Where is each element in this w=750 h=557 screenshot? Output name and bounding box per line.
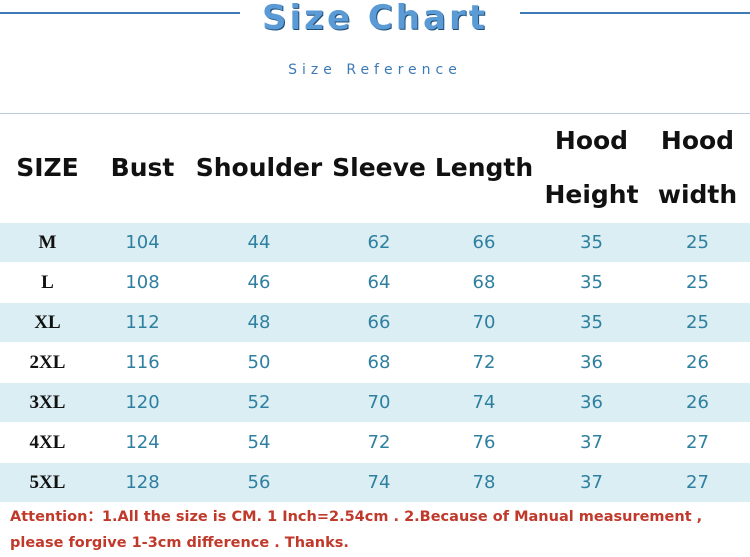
table-row: L 108 46 64 68 35 25: [0, 262, 750, 303]
table-row: XL 112 48 66 70 35 25: [0, 302, 750, 343]
value-cell: 54: [190, 422, 328, 463]
column-header: Length: [430, 113, 538, 223]
note: Attention：1.All the size is CM. 1 Inch=2…: [10, 509, 703, 551]
column-header: Bust: [95, 113, 190, 223]
table-row: 4XL 124 54 72 76 37 27: [0, 422, 750, 463]
value-cell: 116: [95, 342, 190, 383]
value-cell: 66: [430, 222, 538, 263]
value-cell: 44: [190, 222, 328, 263]
value-cell: 56: [190, 462, 328, 502]
size-cell: 5XL: [0, 462, 95, 502]
value-cell: 70: [430, 302, 538, 343]
value-cell: 124: [95, 422, 190, 463]
table-row: M 104 44 62 66 35 25: [0, 222, 750, 263]
value-cell: 25: [645, 222, 750, 263]
value-cell: 37: [538, 422, 645, 463]
value-cell: 76: [430, 422, 538, 463]
value-cell: 26: [645, 342, 750, 383]
column-header: SIZE: [0, 113, 95, 223]
size-cell: L: [0, 262, 95, 303]
value-cell: 35: [538, 222, 645, 263]
value-cell: 25: [645, 262, 750, 303]
column-header: Hood Height: [538, 113, 645, 223]
subtitle: Size Reference: [288, 62, 462, 78]
table-row: 5XL 128 56 74 78 37 27: [0, 462, 750, 502]
value-cell: 37: [538, 462, 645, 502]
value-cell: 48: [190, 302, 328, 343]
column-header: Hood width: [645, 113, 750, 223]
value-cell: 68: [328, 342, 430, 383]
value-cell: 70: [328, 382, 430, 423]
value-cell: 50: [190, 342, 328, 383]
size-cell: 3XL: [0, 382, 95, 423]
value-cell: 104: [95, 222, 190, 263]
value-cell: 46: [190, 262, 328, 303]
value-cell: 66: [328, 302, 430, 343]
header-row: SIZE Bust Shoulder Sleeve Length Hood Height H…: [0, 113, 750, 223]
size-cell: 2XL: [0, 342, 95, 383]
value-cell: 52: [190, 382, 328, 423]
value-cell: 72: [328, 422, 430, 463]
value-cell: 36: [538, 382, 645, 423]
table-row: 3XL 120 52 70 74 36 26: [0, 382, 750, 423]
size-cell: XL: [0, 302, 95, 343]
value-cell: 26: [645, 382, 750, 423]
table-row: 2XL 116 50 68 72 36 26: [0, 342, 750, 383]
value-cell: 112: [95, 302, 190, 343]
value-cell: 68: [430, 262, 538, 303]
value-cell: 35: [538, 262, 645, 303]
column-header: Sleeve: [328, 113, 430, 223]
value-cell: 78: [430, 462, 538, 502]
value-cell: 36: [538, 342, 645, 383]
value-cell: 27: [645, 422, 750, 463]
value-cell: 62: [328, 222, 430, 263]
value-cell: 64: [328, 262, 430, 303]
value-cell: 25: [645, 302, 750, 343]
value-cell: 35: [538, 302, 645, 343]
value-cell: 108: [95, 262, 190, 303]
size-cell: M: [0, 222, 95, 263]
title: Size Chart: [262, 0, 488, 38]
value-cell: 27: [645, 462, 750, 502]
value-cell: 128: [95, 462, 190, 502]
value-cell: 74: [328, 462, 430, 502]
title-rule: [0, 12, 240, 14]
size-table: SIZE Bust Shoulder Sleeve Length Hood Height H…: [0, 113, 750, 502]
value-cell: 72: [430, 342, 538, 383]
value-cell: 74: [430, 382, 538, 423]
value-cell: 120: [95, 382, 190, 423]
column-header: Shoulder: [190, 113, 328, 223]
size-cell: 4XL: [0, 422, 95, 463]
title-rule: [520, 12, 750, 14]
